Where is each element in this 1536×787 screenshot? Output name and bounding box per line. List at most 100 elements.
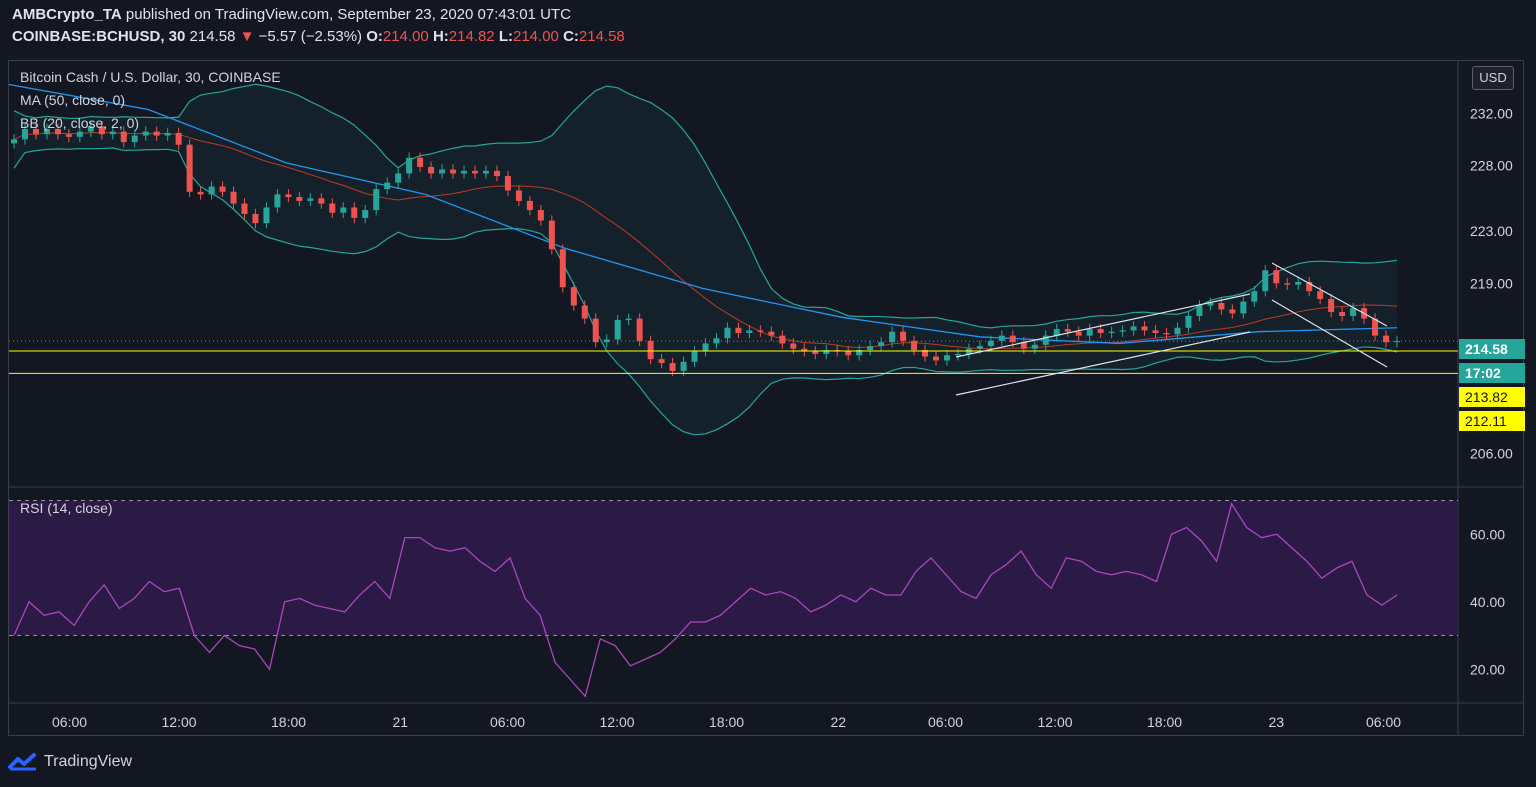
candle-body xyxy=(1372,318,1379,336)
time-tick-label: 23 xyxy=(1269,714,1285,730)
candle-body xyxy=(1042,335,1049,345)
candle-body xyxy=(537,210,544,221)
tradingview-footer[interactable]: TradingView xyxy=(8,753,132,771)
candle-body xyxy=(669,363,676,371)
candle-body xyxy=(779,335,786,344)
candle-body xyxy=(735,327,742,333)
candle-body xyxy=(911,340,918,350)
price-tick-label: 223.00 xyxy=(1470,223,1513,239)
candle-body xyxy=(1229,309,1236,314)
rsi-tick-label: 20.00 xyxy=(1470,661,1505,677)
time-tick-label: 06:00 xyxy=(928,714,963,730)
candle-body xyxy=(373,189,380,211)
candle-body xyxy=(1383,335,1390,343)
candle-body xyxy=(428,166,435,174)
candle-body xyxy=(1185,316,1192,328)
candle-body xyxy=(987,340,994,347)
time-tick-label: 18:00 xyxy=(709,714,744,730)
rsi-tick-label: 60.00 xyxy=(1470,526,1505,542)
chart-title: Bitcoin Cash / U.S. Dollar, 30, COINBASE xyxy=(20,69,281,85)
low-value: 214.00 xyxy=(513,28,559,45)
rsi-band-fill xyxy=(9,500,1458,636)
symbol-ohlc-line: COINBASE:BCHUSD, 30 214.58 ▼ −5.57 (−2.5… xyxy=(12,28,625,45)
candle-body xyxy=(472,170,478,174)
candle-body xyxy=(603,339,610,343)
candle-body xyxy=(307,198,314,201)
candle-body xyxy=(922,350,929,357)
price-tick-label: 232.00 xyxy=(1470,105,1513,121)
candle-body xyxy=(1119,330,1126,332)
hline-tag-1: 213.82 xyxy=(1459,387,1525,407)
down-arrow-icon: ▼ xyxy=(239,28,255,45)
candle-body xyxy=(1251,291,1258,302)
candle-body xyxy=(1009,335,1016,343)
hline-tag-2: 212.11 xyxy=(1459,411,1525,431)
candle-body xyxy=(76,131,83,137)
candle-body xyxy=(559,249,566,288)
candle-body xyxy=(1163,333,1170,335)
candle-body xyxy=(1141,326,1148,331)
high-label: H: xyxy=(432,28,449,45)
candle-body xyxy=(713,338,720,344)
rsi-legend[interactable]: RSI (14, close) xyxy=(20,500,113,516)
candle-body xyxy=(1273,270,1280,284)
candle-body xyxy=(1130,326,1137,331)
candle-body xyxy=(340,207,347,213)
candle-body xyxy=(362,210,369,218)
candle-body xyxy=(87,126,94,132)
candle-body xyxy=(318,198,325,204)
time-tick-label: 18:00 xyxy=(271,714,306,730)
candle-body xyxy=(175,132,182,145)
candle-body xyxy=(933,356,939,361)
candle-body xyxy=(976,346,983,349)
candle-body xyxy=(1020,342,1027,349)
time-tick-label: 21 xyxy=(393,714,409,730)
candle-body xyxy=(1240,301,1247,314)
candle-body xyxy=(285,194,292,197)
rsi-line xyxy=(13,502,1398,698)
candle-body xyxy=(219,186,226,192)
candle-body xyxy=(998,335,1005,341)
footer-brand: TradingView xyxy=(44,753,133,770)
descending-channel-upper xyxy=(1271,262,1388,327)
close-value: 214.58 xyxy=(578,28,625,45)
candle-body xyxy=(570,287,577,306)
candle-body xyxy=(32,129,39,135)
ma-legend[interactable]: MA (50, close, 0) xyxy=(20,92,126,108)
time-tick-label: 18:00 xyxy=(1147,714,1182,730)
symbol-label: COINBASE:BCHUSD, 30 xyxy=(12,28,186,45)
candle-body xyxy=(109,131,116,135)
candle-body xyxy=(1306,282,1313,292)
candle-body xyxy=(263,207,270,224)
candle-body xyxy=(889,331,896,343)
descending-channel-lower xyxy=(1271,299,1388,368)
candle-body xyxy=(768,331,775,336)
candle-body xyxy=(1064,329,1071,332)
candle-body xyxy=(1262,270,1269,292)
candle-body xyxy=(724,327,731,339)
candle-body xyxy=(439,169,446,174)
open-label: O: xyxy=(366,28,383,45)
price-change: −5.57 (−2.53%) xyxy=(258,28,363,45)
candle-body xyxy=(329,203,336,213)
time-tick-label: 12:00 xyxy=(162,714,197,730)
candle-body xyxy=(757,330,764,332)
publisher-name[interactable]: AMBCrypto_TA xyxy=(12,6,122,23)
published-text: published on TradingView.com, September … xyxy=(125,6,571,23)
candle-body xyxy=(647,340,654,360)
candle-body xyxy=(1086,329,1093,336)
candle-body xyxy=(417,157,424,167)
candle-body xyxy=(493,170,500,177)
candle-body xyxy=(1295,282,1302,285)
candle-body xyxy=(636,318,643,341)
candle-body xyxy=(43,129,50,135)
candle-body xyxy=(658,359,665,364)
candle-body xyxy=(845,351,852,356)
bb-upper-line xyxy=(13,83,1398,329)
ascending-channel-upper xyxy=(955,293,1251,358)
candle-body xyxy=(1174,327,1181,335)
candle-body xyxy=(230,191,237,204)
currency-button[interactable]: USD xyxy=(1472,66,1514,90)
bb-legend[interactable]: BB (20, close, 2, 0) xyxy=(20,115,140,131)
